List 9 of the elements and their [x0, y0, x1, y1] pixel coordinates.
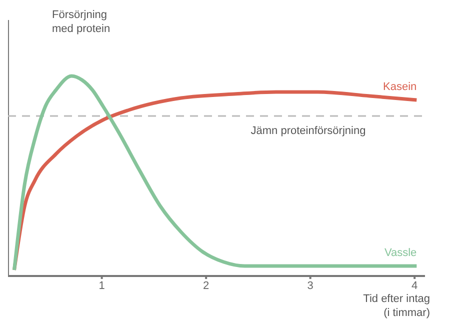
- x-tick-label: 3: [307, 280, 314, 292]
- series-label: Vassle: [384, 247, 417, 259]
- y-axis-title: Försörjning med protein: [52, 8, 110, 36]
- x-tick-label: 2: [203, 280, 210, 292]
- x-axis-title: Tid efter intag (i timmar): [363, 292, 430, 320]
- x-tick-label: 1: [98, 280, 105, 292]
- ref-line-label: Jämn proteinförsörjning: [250, 125, 366, 137]
- x-tick-label: 4: [412, 280, 418, 292]
- series-label: Kasein: [383, 81, 417, 93]
